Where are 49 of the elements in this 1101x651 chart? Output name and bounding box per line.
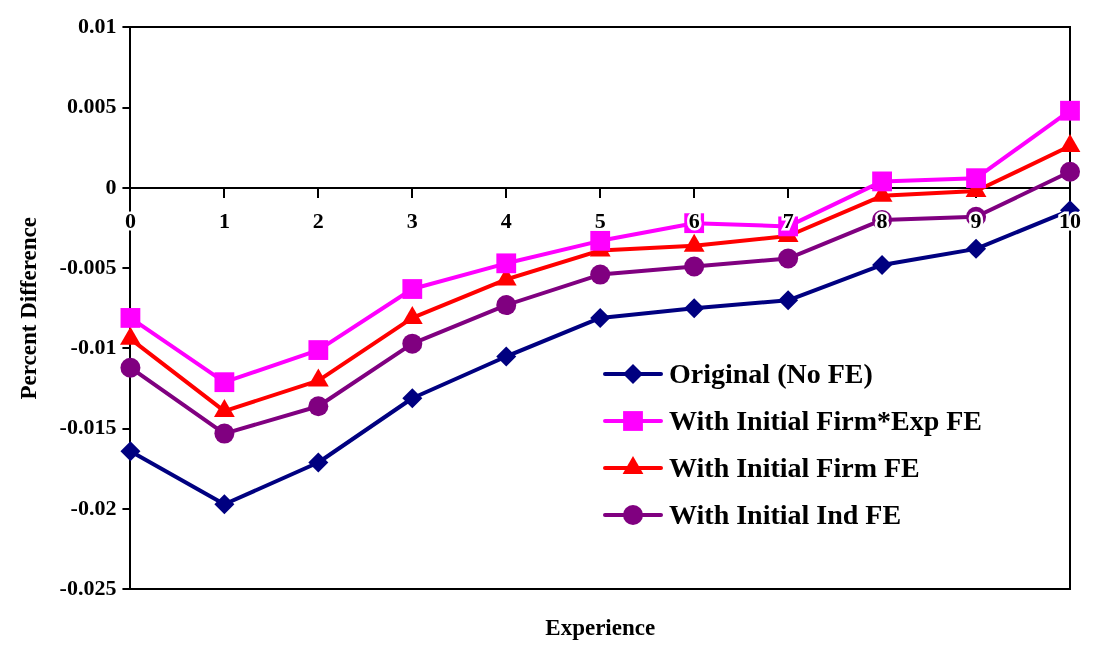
point [872,254,893,275]
point [496,346,517,367]
point [966,168,986,189]
legend-label: Original (No FE) [669,357,873,392]
point [120,308,141,328]
point [214,372,235,393]
point [590,307,611,328]
point [120,357,141,378]
x-tick-label: 1 [218,207,230,233]
point [214,423,235,444]
point [590,264,611,285]
point [1060,100,1080,121]
y-tick-label: 0.01 [77,12,117,38]
point [872,171,892,192]
point [966,238,987,259]
legend-label: With Initial Firm FE [669,451,920,486]
x-tick-label: 4 [500,207,512,233]
point [778,290,799,311]
x-tick-label: 6 [688,207,700,233]
y-tick-label: -0.015 [59,414,117,440]
point [1060,161,1080,182]
point [402,333,423,354]
point [684,256,705,277]
x-axis-title: Experience [545,615,656,641]
y-tick-label: -0.005 [59,253,117,279]
x-tick-label: 8 [876,207,888,233]
legend-label: With Initial Firm*Exp FE [669,404,982,439]
y-tick-label: 0.005 [66,93,117,119]
x-tick-label: 3 [406,207,418,233]
point [214,494,235,515]
point [684,298,705,319]
point [308,452,329,473]
point [308,396,329,417]
point [402,279,423,299]
x-tick-label: 2 [312,207,324,233]
point [308,340,329,360]
point [590,230,611,251]
point [402,388,423,409]
y-tick-label: 0 [105,173,117,199]
y-tick-label: -0.02 [70,494,117,520]
x-tick-label: 5 [594,207,606,233]
point [496,253,517,274]
point [778,248,799,269]
point [496,295,517,316]
legend-label: With Initial Ind FE [669,498,902,533]
y-tick-label: -0.025 [59,575,117,601]
y-axis-title: Percent Difference [15,217,41,400]
y-tick-label: -0.01 [70,334,117,360]
point [120,441,141,462]
